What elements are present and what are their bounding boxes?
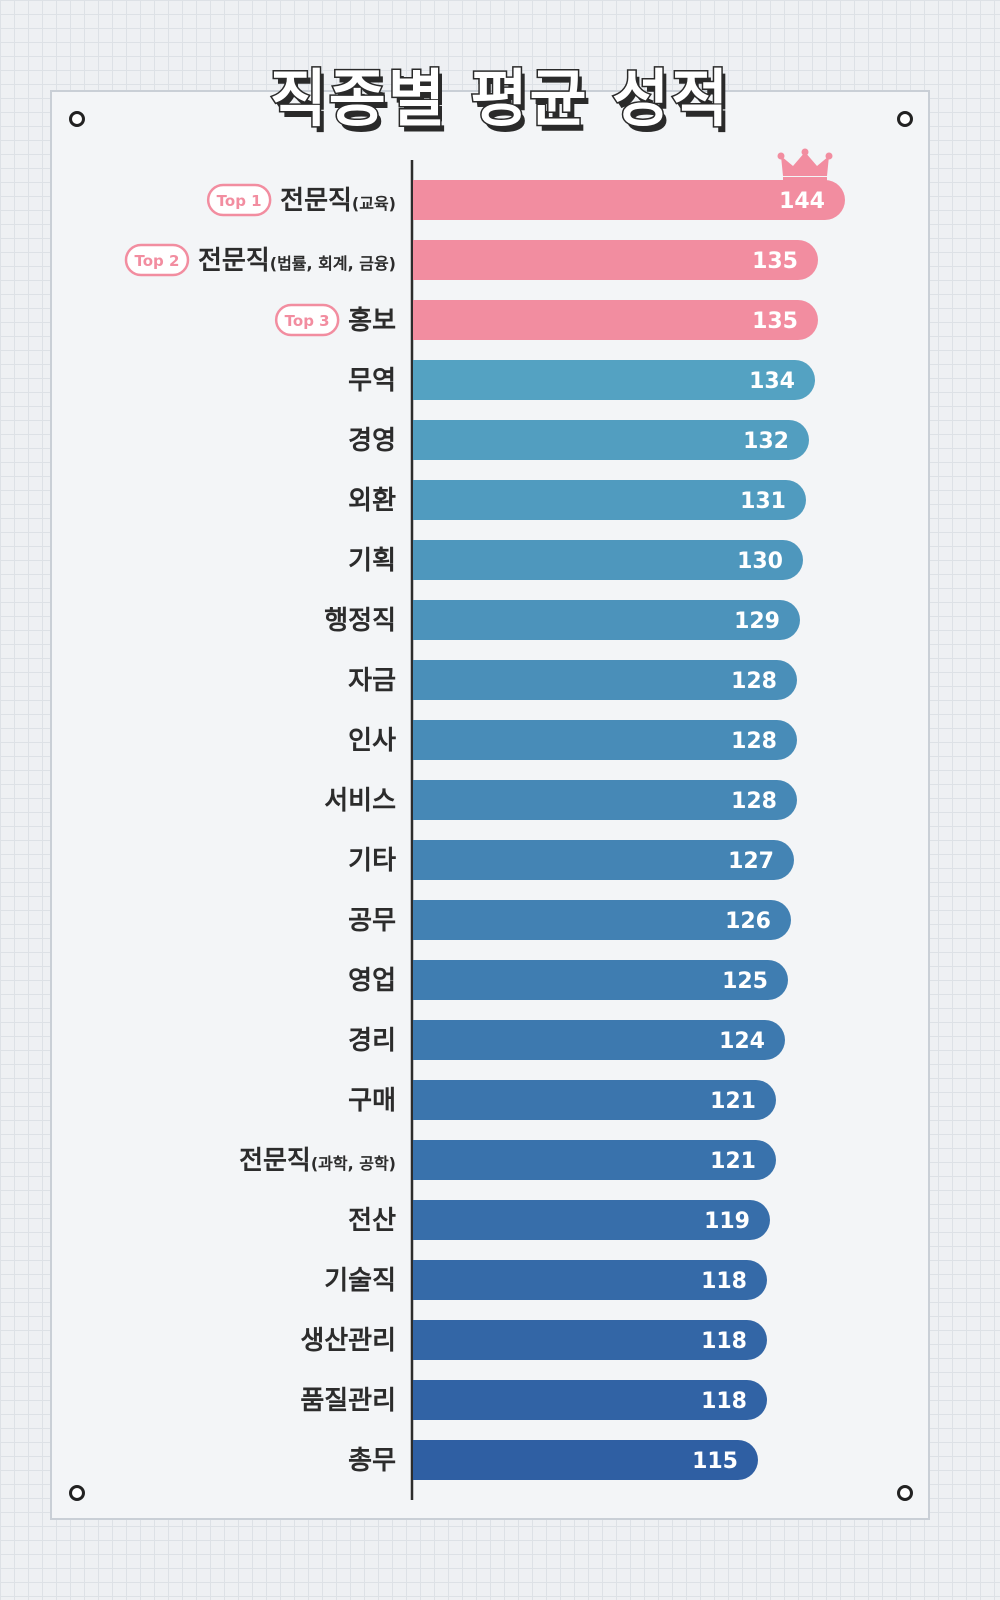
bar-value-label: 119 <box>704 1209 750 1234</box>
rank-badge-label: Top 2 <box>135 252 180 270</box>
bar <box>413 600 800 640</box>
chart-title: 직종별 평균 성적 <box>268 61 731 137</box>
bar <box>413 780 797 820</box>
bar <box>413 900 791 940</box>
category-label: 공무 <box>348 906 396 936</box>
bar-value-label: 124 <box>719 1029 765 1054</box>
bar <box>413 540 803 580</box>
bar <box>413 300 818 340</box>
pin-icon <box>897 111 913 127</box>
bar-value-label: 128 <box>731 669 777 694</box>
bar <box>413 480 806 520</box>
bar <box>413 240 818 280</box>
bar-value-label: 132 <box>743 429 789 454</box>
category-label: 경영 <box>348 426 396 456</box>
bar-value-label: 121 <box>710 1089 756 1114</box>
category-label: 홍보 <box>348 306 396 336</box>
category-label: 전문직(법률, 회계, 금융) <box>198 246 396 276</box>
bar-value-label: 134 <box>749 369 795 394</box>
rank-badge-label: Top 3 <box>285 312 330 330</box>
bar-value-label: 121 <box>710 1149 756 1174</box>
category-label: 영업 <box>348 966 396 996</box>
bar-value-label: 118 <box>701 1269 747 1294</box>
rank-badge <box>124 243 190 277</box>
bar-value-label: 127 <box>728 849 774 874</box>
bar <box>413 1440 758 1480</box>
pin-icon <box>897 1485 913 1501</box>
bar <box>413 1380 767 1420</box>
bar <box>413 420 809 460</box>
bar-value-label: 126 <box>725 909 771 934</box>
bar <box>413 1200 770 1240</box>
bar <box>413 1020 785 1060</box>
bar-value-label: 129 <box>734 609 780 634</box>
category-label: 기타 <box>348 846 396 876</box>
bar-value-label: 135 <box>752 309 798 334</box>
bar <box>413 720 797 760</box>
bar <box>413 180 845 220</box>
bar-value-label: 125 <box>722 969 768 994</box>
category-label: 인사 <box>348 726 396 756</box>
crown-jewel <box>801 148 809 156</box>
bar-value-label: 118 <box>701 1329 747 1354</box>
rank-badge-label: Top 1 <box>217 192 262 210</box>
bar-value-label: 130 <box>737 549 783 574</box>
bar-value-label: 144 <box>779 189 825 214</box>
bar-value-label: 128 <box>731 789 777 814</box>
bar-value-label: 128 <box>731 729 777 754</box>
category-label: 외환 <box>348 486 396 516</box>
category-label: 총무 <box>348 1446 396 1476</box>
bar <box>413 1080 776 1120</box>
crown-jewel <box>825 152 833 160</box>
category-label: 서비스 <box>324 786 396 816</box>
category-label: 전문직(교육) <box>280 186 396 216</box>
rank-badge <box>274 303 340 337</box>
crown-icon <box>781 152 829 176</box>
crown-jewel <box>777 152 785 160</box>
bar-value-label: 115 <box>692 1449 738 1474</box>
bar <box>413 1140 776 1180</box>
category-label: 자금 <box>348 666 396 696</box>
crown-base <box>783 177 827 181</box>
bar <box>413 840 794 880</box>
pin-icon <box>69 111 85 127</box>
category-label: 구매 <box>348 1086 396 1116</box>
category-label: 생산관리 <box>300 1326 396 1356</box>
bar-value-label: 118 <box>701 1389 747 1414</box>
bar-value-label: 135 <box>752 249 798 274</box>
category-label: 기술직 <box>324 1266 396 1296</box>
category-label: 전문직(과학, 공학) <box>239 1146 396 1176</box>
category-label: 품질관리 <box>300 1386 396 1416</box>
category-label: 행정직 <box>324 606 396 636</box>
bar-value-label: 131 <box>740 489 786 514</box>
bar <box>413 660 797 700</box>
category-label: 경리 <box>348 1026 396 1056</box>
rank-badge <box>206 183 272 217</box>
pin-icon <box>69 1485 85 1501</box>
bar <box>413 1260 767 1300</box>
bar <box>413 360 815 400</box>
category-label: 무역 <box>348 366 396 396</box>
bar <box>413 1320 767 1360</box>
bar <box>413 960 788 1000</box>
category-label: 전산 <box>348 1206 396 1236</box>
category-label: 기획 <box>348 546 396 576</box>
